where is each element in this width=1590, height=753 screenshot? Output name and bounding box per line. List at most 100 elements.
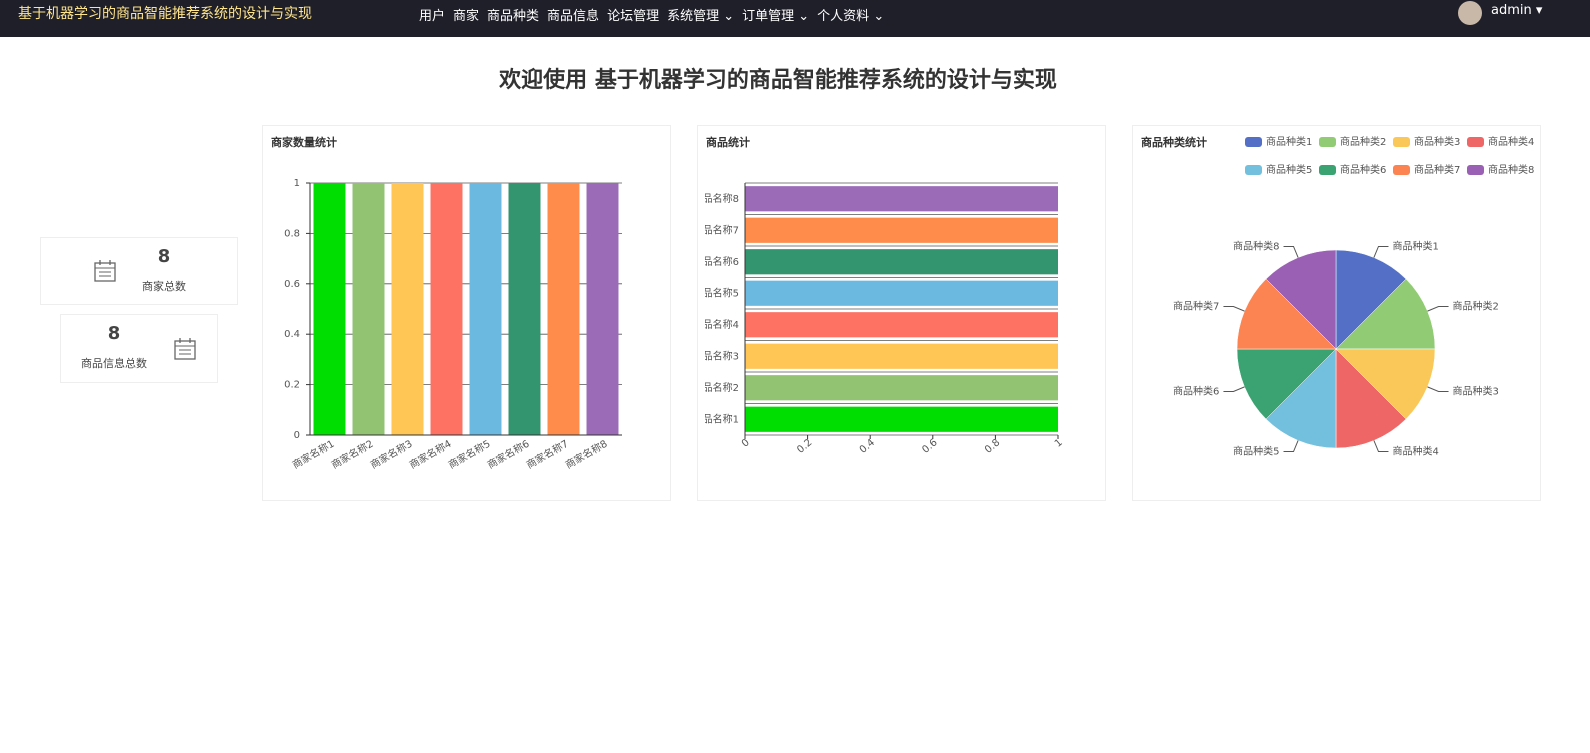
stat-label: 商品信息总数 — [81, 357, 147, 370]
bar — [469, 183, 502, 435]
x-tick-label: 0.2 — [795, 437, 814, 456]
brand-title[interactable]: 基于机器学习的商品智能推荐系统的设计与实现 — [18, 6, 312, 22]
legend-swatch — [1245, 137, 1262, 147]
calendar-icon — [174, 338, 196, 360]
y-tick-label: 0.4 — [284, 329, 300, 340]
leader-line — [1223, 386, 1245, 392]
y-tick-label: 商品名称7 — [693, 223, 739, 236]
x-tick-label: 0.8 — [983, 437, 1002, 456]
legend-label: 商品种类7 — [1414, 163, 1460, 176]
x-tick-label: 商家名称7 — [524, 437, 571, 471]
chart-panel — [697, 125, 1106, 501]
welcome-title: 欢迎使用 基于机器学习的商品智能推荐系统的设计与实现 — [499, 68, 1057, 93]
slice-label: 商品种类1 — [1392, 239, 1438, 252]
legend-label: 商品种类5 — [1266, 163, 1312, 176]
x-tick-label: 商家名称2 — [329, 437, 376, 471]
leader-line — [1283, 440, 1299, 453]
legend-swatch — [1467, 165, 1484, 175]
legend-swatch — [1319, 165, 1336, 175]
slice-label: 商品种类2 — [1453, 300, 1499, 313]
user-menu[interactable]: admin ▾ — [1491, 3, 1543, 18]
x-tick-label: 1 — [1053, 437, 1065, 450]
bar — [745, 343, 1058, 369]
bar — [745, 375, 1058, 401]
pie-slice — [1236, 348, 1337, 420]
bar — [745, 280, 1058, 306]
y-tick-label: 0 — [294, 430, 300, 441]
menu-item[interactable]: 个人资料 ⌄ — [817, 9, 885, 24]
x-tick-label: 商家名称1 — [290, 437, 337, 471]
y-tick-label: 0.8 — [284, 228, 300, 239]
x-tick-label: 商家名称4 — [407, 437, 454, 471]
legend-swatch — [1319, 137, 1336, 147]
pie-slice — [1236, 278, 1337, 350]
slice-label: 商品种类3 — [1453, 384, 1499, 397]
y-tick-label: 0.6 — [284, 279, 300, 290]
x-tick-label: 0 — [740, 437, 752, 450]
y-tick-label: 商品名称6 — [693, 255, 739, 268]
leader-line — [1373, 440, 1389, 453]
pie-slice — [1335, 278, 1436, 350]
chart-panel — [262, 125, 671, 501]
legend-swatch — [1467, 137, 1484, 147]
bar — [547, 183, 580, 435]
menu-item[interactable]: 用户 — [419, 9, 446, 24]
y-tick-label: 商品名称3 — [693, 349, 739, 362]
legend-label: 商品种类1 — [1266, 135, 1312, 148]
chart-title: 商品种类统计 — [1141, 135, 1207, 149]
x-tick-label: 商家名称3 — [368, 437, 415, 471]
bar — [745, 406, 1058, 432]
y-tick-label: 商品名称2 — [693, 381, 739, 394]
legend-label: 商品种类6 — [1340, 163, 1386, 176]
legend-label: 商品种类4 — [1488, 135, 1534, 148]
leader-line — [1427, 306, 1449, 312]
bar — [745, 217, 1058, 243]
avatar[interactable] — [1458, 1, 1482, 25]
user-name[interactable]: admin — [1491, 3, 1532, 18]
y-tick-label: 商品名称8 — [693, 192, 739, 205]
menu-item[interactable]: 商品信息 — [547, 9, 600, 24]
slice-label: 商品种类4 — [1392, 445, 1438, 458]
legend-swatch — [1245, 165, 1262, 175]
x-tick-label: 商家名称6 — [485, 437, 532, 471]
slice-label: 商品种类7 — [1173, 300, 1219, 313]
y-tick-label: 0.2 — [284, 380, 300, 391]
bar — [352, 183, 385, 435]
stat-card: 8 商品信息总数 — [60, 314, 218, 383]
bar — [745, 249, 1058, 275]
menu-label[interactable]: 系统管理 — [667, 9, 720, 24]
menu-item[interactable]: 系统管理 ⌄ — [667, 9, 735, 24]
plot: 商品名称1 商品名称2 商品名称3 商品名称4 商品名称5 商品名称6 商品名称7 商品名称8 — [693, 182, 1058, 436]
pie-slice — [1265, 348, 1337, 449]
menu: 用户 商家 商品种类 商品信息 论坛管理 系统管理 ⌄ 订单管理 ⌄ 个人资料 … — [419, 5, 884, 24]
stat-card: 8 商家总数 — [40, 237, 238, 305]
calendar-icon — [94, 260, 116, 282]
pie-slice — [1335, 249, 1407, 350]
menu-item[interactable]: 论坛管理 — [607, 9, 660, 24]
menu-item[interactable]: 订单管理 ⌄ — [742, 9, 810, 24]
menu-label[interactable]: 个人资料 — [817, 9, 870, 24]
menu-item[interactable]: 商家 — [453, 9, 480, 24]
pie-slice — [1335, 348, 1436, 420]
menu-item[interactable]: 商品种类 — [487, 9, 540, 24]
leader-line — [1283, 245, 1299, 258]
top-nav: 基于机器学习的商品智能推荐系统的设计与实现 用户 商家 商品种类 商品信息 论坛… — [0, 0, 1590, 37]
chart-title: 商家数量统计 — [271, 135, 337, 149]
bar — [745, 312, 1058, 338]
x-tick-label: 0.4 — [858, 437, 877, 456]
menu-label[interactable]: 订单管理 — [742, 9, 795, 24]
bar — [508, 183, 541, 435]
legend-swatch — [1393, 137, 1410, 147]
y-tick-label: 商品名称1 — [693, 412, 739, 425]
leader-line — [1223, 306, 1245, 312]
slice-label: 商品种类8 — [1233, 239, 1279, 252]
x-tick-label: 商家名称8 — [563, 437, 610, 471]
y-tick-label: 1 — [294, 178, 300, 189]
legend-label: 商品种类3 — [1414, 135, 1460, 148]
leader-line — [1373, 245, 1389, 258]
x-tick-label: 0.6 — [920, 437, 939, 456]
bar — [391, 183, 424, 435]
y-tick-label: 商品名称5 — [693, 286, 739, 299]
